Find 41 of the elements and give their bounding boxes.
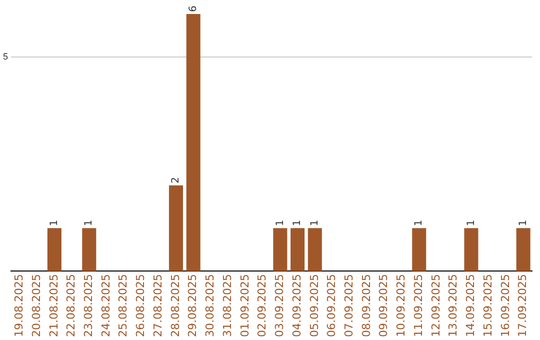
x-tick-label: 07.09.2025 xyxy=(342,274,356,338)
data-label: 1 xyxy=(466,220,477,226)
x-tick-label: 12.09.2025 xyxy=(429,274,442,338)
x-tick-label: 08.09.2025 xyxy=(360,274,373,338)
x-tick-label: 20.08.2025 xyxy=(30,274,43,338)
x-tick-label: 02.09.2025 xyxy=(256,274,269,338)
x-tick-label: 03.09.2025 xyxy=(273,274,286,338)
x-tick-label: 27.08.2025 xyxy=(151,274,164,338)
x-tick-label: 01.09.2025 xyxy=(238,274,252,338)
x-tick-label: 14.09.2025 xyxy=(464,274,478,338)
data-label: 2 xyxy=(170,176,182,184)
data-label: 1 xyxy=(274,220,286,226)
data-label: 1 xyxy=(310,220,321,226)
x-tick-label: 17.09.2025 xyxy=(516,274,530,338)
x-tick-label: 31.08.2025 xyxy=(220,274,234,338)
y-tick-label: 5 xyxy=(2,51,8,62)
x-tick-label: 21.08.2025 xyxy=(47,274,60,338)
x-tick-label: 26.08.2025 xyxy=(134,274,148,338)
x-tick-label: 06.09.2025 xyxy=(325,274,338,338)
x-tick-label: 04.09.2025 xyxy=(290,274,304,338)
x-tick-label: 16.09.2025 xyxy=(498,274,512,338)
x-tick-label: 11.09.2025 xyxy=(412,274,425,338)
x-tick-label: 23.08.2025 xyxy=(82,274,96,338)
x-tick-label: 13.09.2025 xyxy=(446,274,460,338)
data-label: 1 xyxy=(49,220,60,226)
data-label: 1 xyxy=(292,220,304,226)
x-tick-label: 05.09.2025 xyxy=(308,274,321,338)
x-tick-label: 09.09.2025 xyxy=(377,274,390,338)
x-tick-label: 22.08.2025 xyxy=(64,274,78,338)
data-label: 1 xyxy=(84,220,95,226)
data-label: 1 xyxy=(414,220,425,226)
x-tick-label: 15.09.2025 xyxy=(481,274,494,338)
x-tick-label: 19.08.2025 xyxy=(12,274,26,338)
data-label: 6 xyxy=(188,6,199,12)
x-tick-label: 29.08.2025 xyxy=(186,274,200,338)
data-label: 1 xyxy=(518,220,529,226)
x-tick-label: 28.08.2025 xyxy=(168,274,182,338)
x-tick-label: 10.09.2025 xyxy=(394,274,408,338)
x-tick-label: 30.08.2025 xyxy=(204,274,217,338)
x-tick-label: 25.08.2025 xyxy=(116,274,130,338)
x-tick-label: 24.08.2025 xyxy=(99,274,112,338)
